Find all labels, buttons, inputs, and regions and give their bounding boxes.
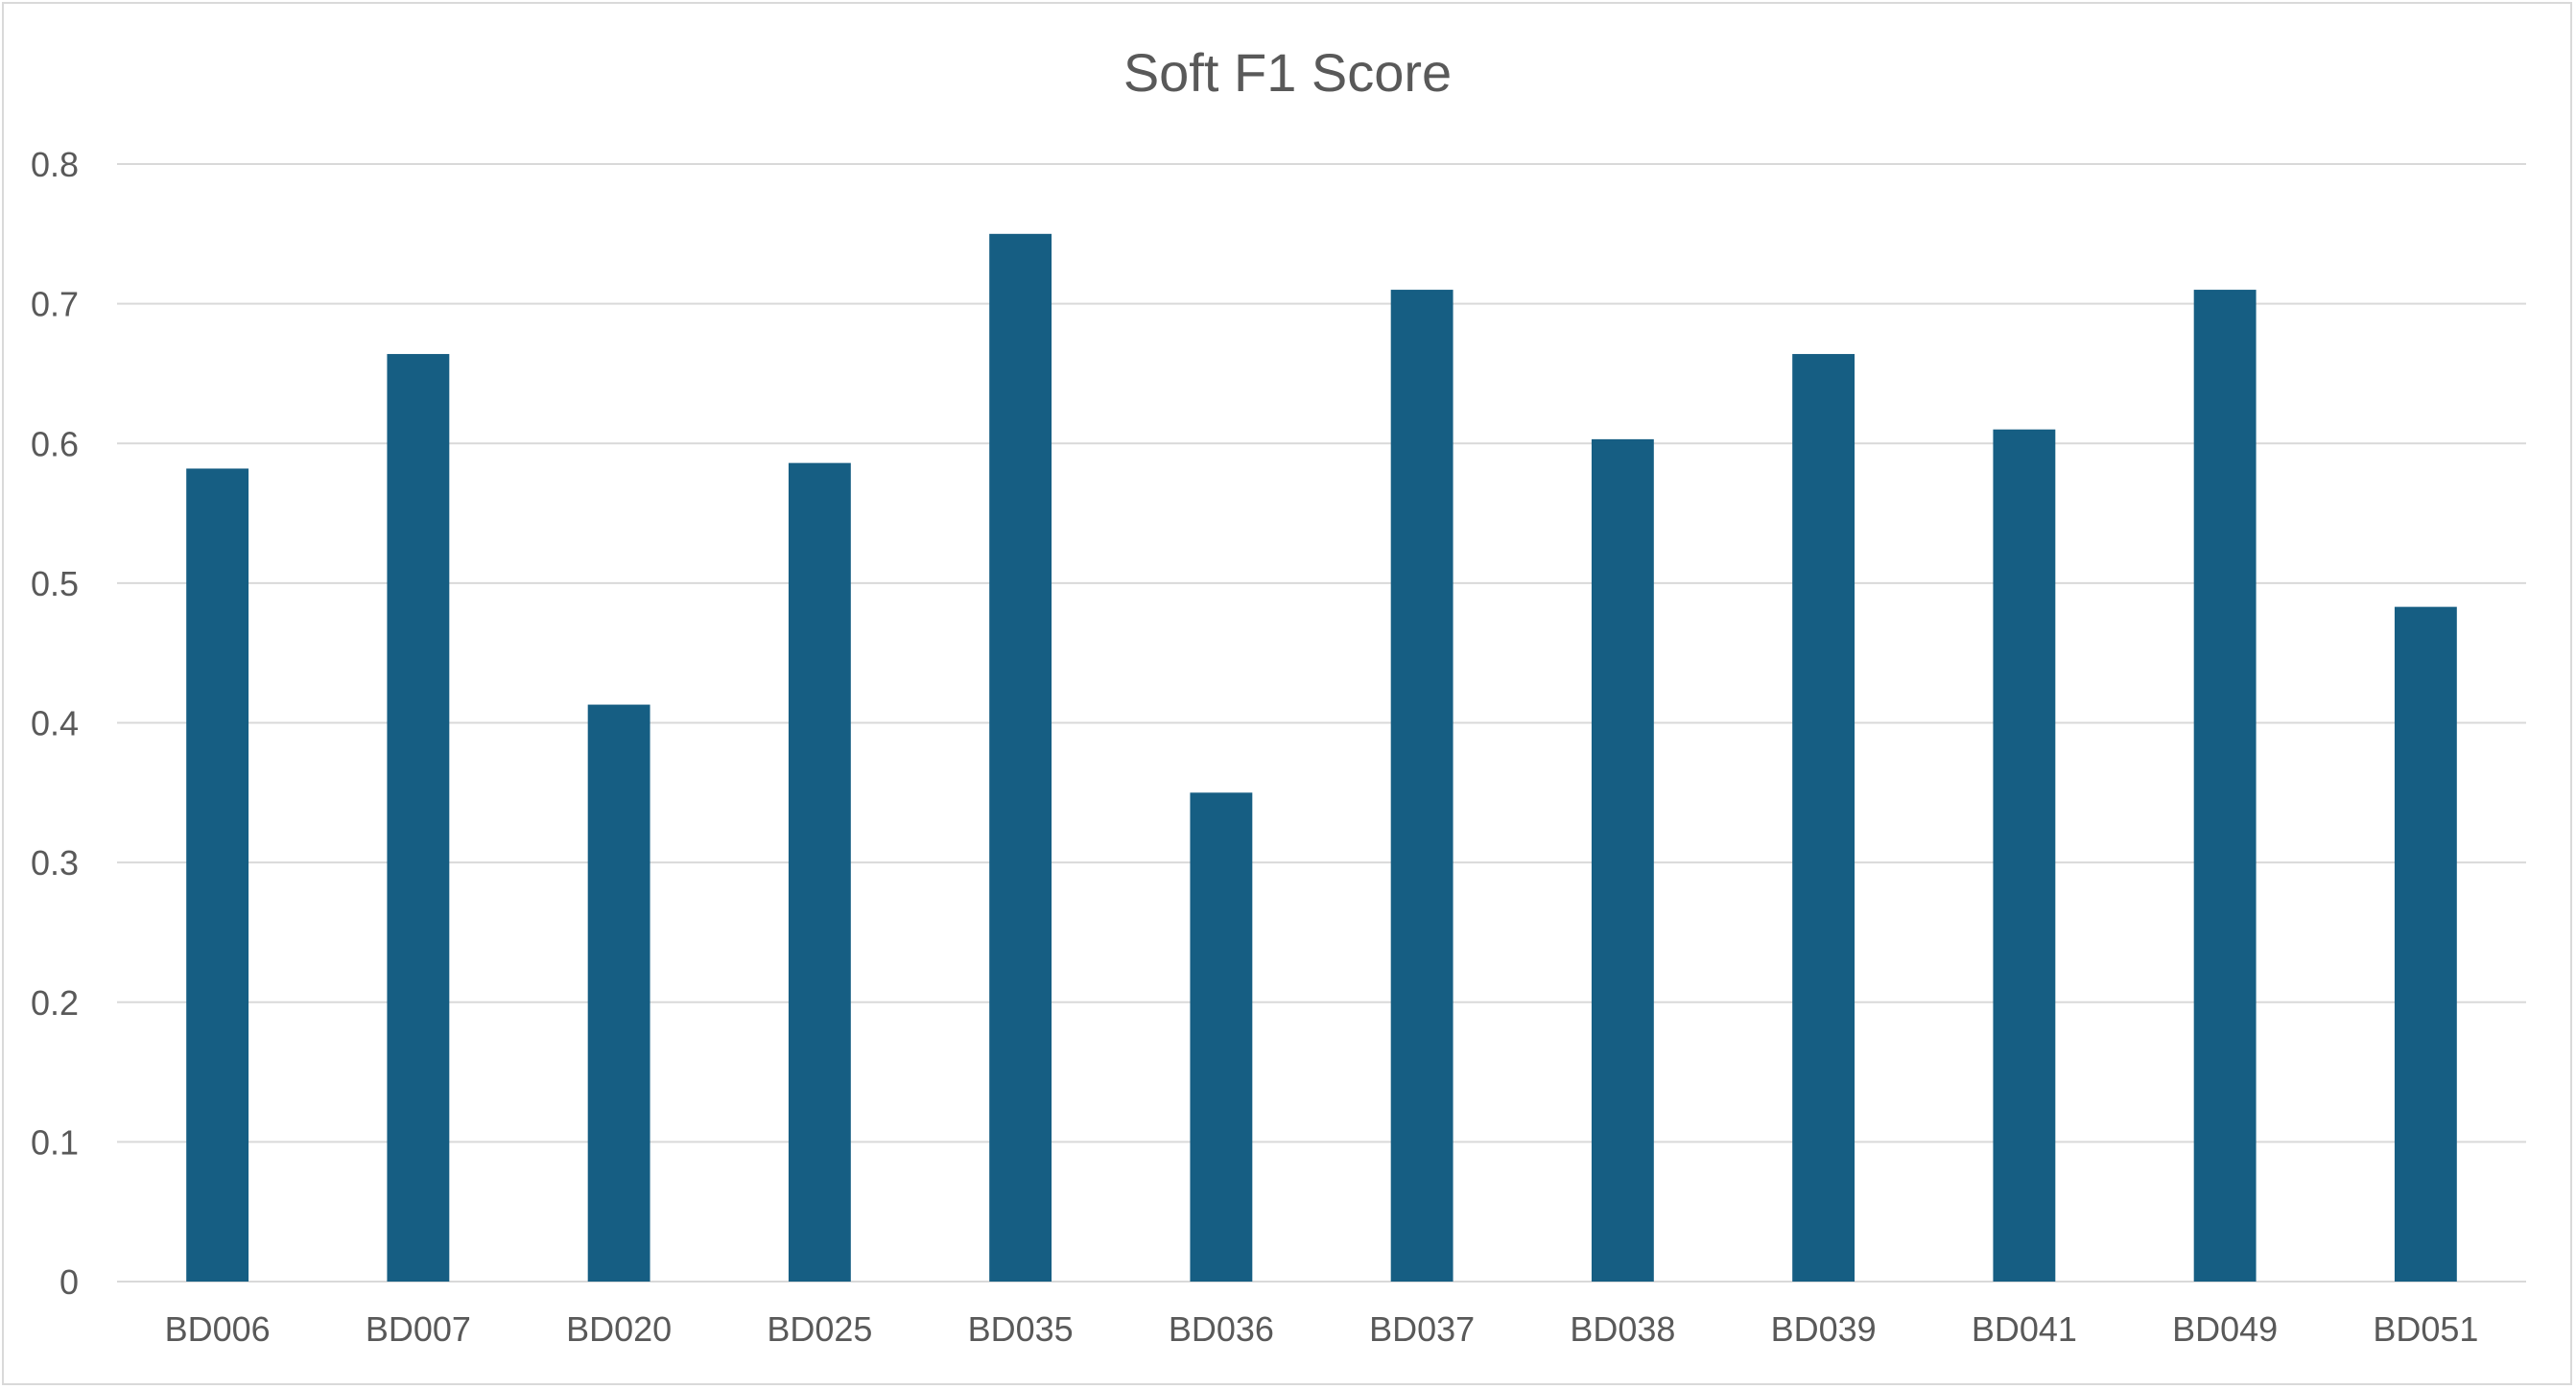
x-tick-label: BD051 — [2373, 1309, 2478, 1349]
x-tick-label: BD037 — [1369, 1309, 1475, 1349]
y-tick-label: 0.5 — [31, 564, 79, 603]
bar-bd038 — [1591, 438, 1654, 1283]
y-tick-label: 0.8 — [31, 145, 79, 184]
y-tick-label: 0.6 — [31, 424, 79, 463]
x-tick-label: BD007 — [366, 1309, 471, 1349]
y-axis: 0 0.1 0.2 0.3 0.4 0.5 0.6 0.7 0.8 — [31, 145, 79, 1302]
bar-bd035 — [989, 233, 1052, 1282]
x-tick-label: BD025 — [767, 1309, 872, 1349]
bars — [186, 233, 2457, 1283]
bar-bd051 — [2394, 606, 2457, 1282]
bar-bd049 — [2193, 290, 2257, 1282]
y-tick-label: 0 — [59, 1262, 79, 1302]
y-tick-label: 0.7 — [31, 285, 79, 324]
bar-bd006 — [186, 468, 249, 1282]
bar-bd025 — [788, 462, 851, 1282]
x-tick-label: BD039 — [1771, 1309, 1877, 1349]
bar-bd007 — [387, 354, 450, 1282]
x-axis: BD006 BD007 BD020 BD025 BD035 BD036 BD037 BD038… — [165, 1309, 2479, 1349]
bar-bd036 — [1190, 792, 1253, 1282]
x-tick-label: BD035 — [968, 1309, 1074, 1349]
y-tick-label: 0.1 — [31, 1122, 79, 1162]
y-tick-label: 0.4 — [31, 704, 79, 743]
chart-title: Soft F1 Score — [1123, 42, 1452, 103]
x-tick-label: BD020 — [566, 1309, 672, 1349]
x-tick-label: BD036 — [1169, 1309, 1274, 1349]
y-tick-label: 0.3 — [31, 843, 79, 883]
bar-bd039 — [1792, 354, 1855, 1282]
x-tick-label: BD041 — [1972, 1309, 2077, 1349]
x-tick-label: BD049 — [2172, 1309, 2278, 1349]
bar-bd037 — [1390, 290, 1453, 1282]
x-tick-label: BD006 — [165, 1309, 271, 1349]
y-tick-label: 0.2 — [31, 983, 79, 1023]
bar-bd020 — [587, 704, 650, 1282]
gridlines — [117, 163, 2526, 1283]
bar-bd041 — [1993, 429, 2056, 1282]
x-tick-label: BD038 — [1570, 1309, 1675, 1349]
